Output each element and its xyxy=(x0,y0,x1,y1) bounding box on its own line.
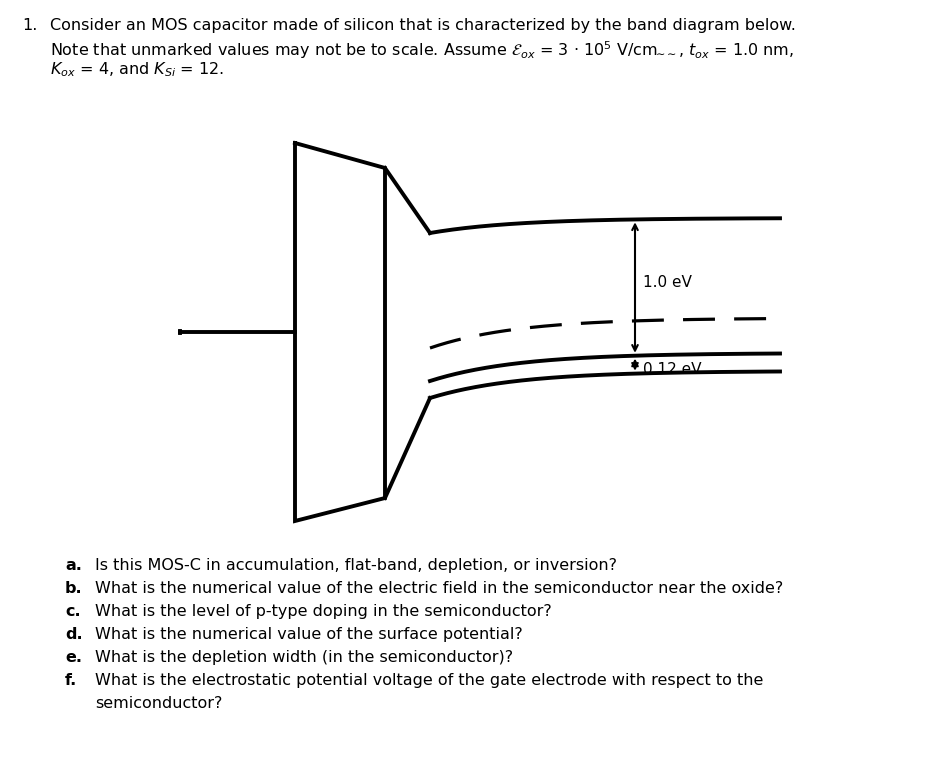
Text: c.: c. xyxy=(65,604,81,619)
Text: b.: b. xyxy=(65,581,83,596)
Text: What is the depletion width (in the semiconductor)?: What is the depletion width (in the semi… xyxy=(95,650,512,665)
Text: semiconductor?: semiconductor? xyxy=(95,696,222,711)
Text: What is the level of p-type doping in the semiconductor?: What is the level of p-type doping in th… xyxy=(95,604,551,619)
Text: Consider an MOS capacitor made of silicon that is characterized by the band diag: Consider an MOS capacitor made of silico… xyxy=(50,18,795,33)
Text: $K_{ox}$ = 4, and $K_{Si}$ = 12.: $K_{ox}$ = 4, and $K_{Si}$ = 12. xyxy=(50,60,224,79)
Text: d.: d. xyxy=(65,627,83,642)
Text: What is the electrostatic potential voltage of the gate electrode with respect t: What is the electrostatic potential volt… xyxy=(95,673,763,688)
Text: 1.: 1. xyxy=(22,18,37,33)
Text: e.: e. xyxy=(65,650,82,665)
Text: What is the numerical value of the surface potential?: What is the numerical value of the surfa… xyxy=(95,627,523,642)
Text: 0.12 eV: 0.12 eV xyxy=(643,362,701,377)
Text: Is this MOS-C in accumulation, flat-band, depletion, or inversion?: Is this MOS-C in accumulation, flat-band… xyxy=(95,558,616,573)
Text: a.: a. xyxy=(65,558,82,573)
Text: 1.0 eV: 1.0 eV xyxy=(643,275,691,290)
Text: What is the numerical value of the electric field in the semiconductor near the : What is the numerical value of the elect… xyxy=(95,581,783,596)
Text: f.: f. xyxy=(65,673,77,688)
Text: Note that unmarked values may not be to scale. Assume $\mathcal{E}_{ox}$ = 3 $\c: Note that unmarked values may not be to … xyxy=(50,39,793,61)
